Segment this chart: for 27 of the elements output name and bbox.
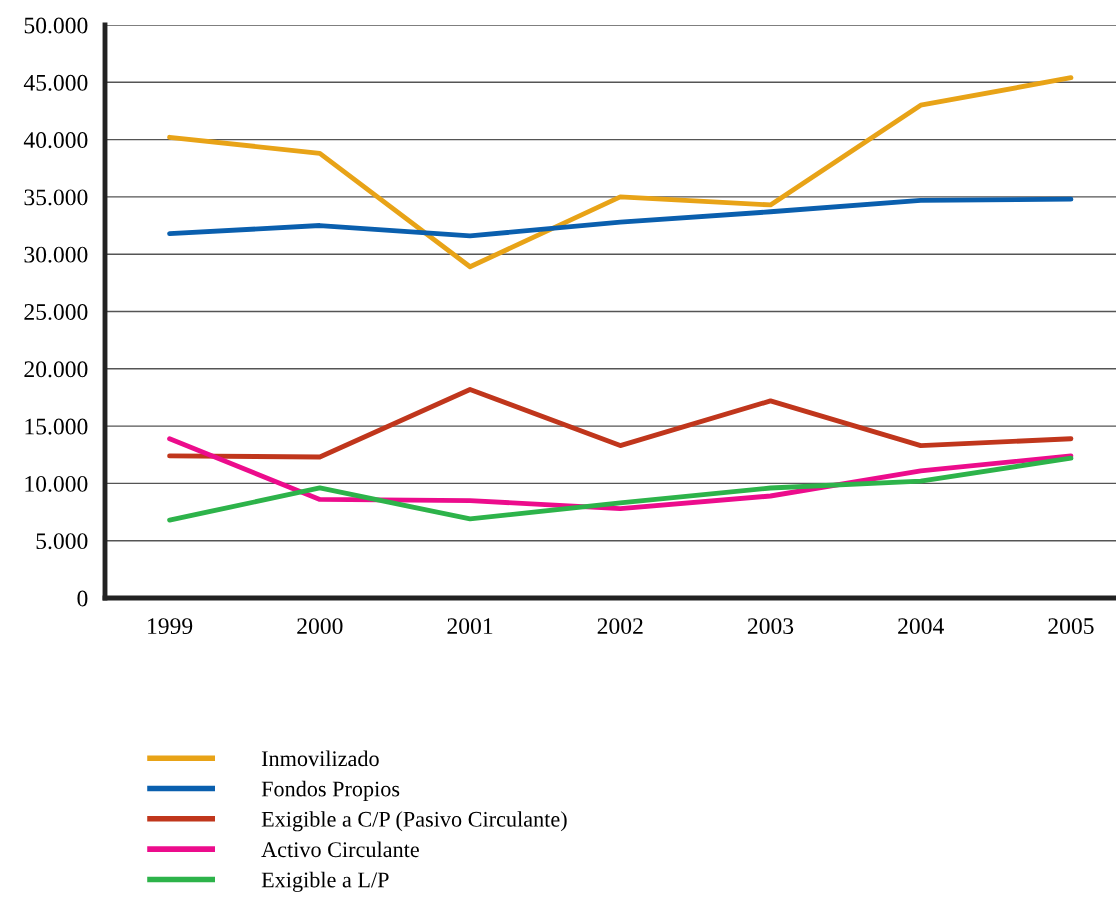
- legend-label: Exigible a C/P (Pasivo Circulante): [261, 811, 567, 832]
- y-tick-label: 30.000: [24, 246, 88, 263]
- y-tick-label: 10.000: [25, 475, 88, 492]
- legend-label: Exigible a L/P: [261, 871, 389, 892]
- y-tick-label: 25.000: [24, 303, 88, 321]
- line-series: [167, 387, 1074, 460]
- legend-label: Inmovilizado: [261, 750, 379, 767]
- y-tick-label: 35.000: [24, 189, 88, 206]
- y-tick-label: 5.000: [36, 533, 88, 550]
- y-tick-label: 50.000: [24, 17, 88, 34]
- y-tick-label: 0: [77, 590, 88, 607]
- y-tick-label: 15.000: [25, 418, 88, 435]
- y-tick-label: 45.000: [23, 74, 88, 91]
- x-tick-label: 2002: [597, 618, 643, 635]
- legend-label: Activo Circulante: [261, 841, 419, 858]
- x-tick-label: 2001: [447, 618, 493, 635]
- y-tick-label: 20.000: [24, 361, 88, 378]
- x-tick-label: 2000: [297, 618, 343, 635]
- x-tick-label: 1999: [148, 618, 193, 635]
- line-series: [167, 196, 1074, 239]
- x-tick-label: 2003: [747, 618, 794, 635]
- line-series: [167, 455, 1074, 523]
- line-series: [167, 75, 1074, 270]
- y-tick-label: 40.000: [23, 132, 88, 149]
- legend-label: Fondos Propios: [261, 780, 400, 802]
- x-tick-label: 2004: [898, 618, 944, 635]
- x-tick-label: 2005: [1048, 618, 1094, 635]
